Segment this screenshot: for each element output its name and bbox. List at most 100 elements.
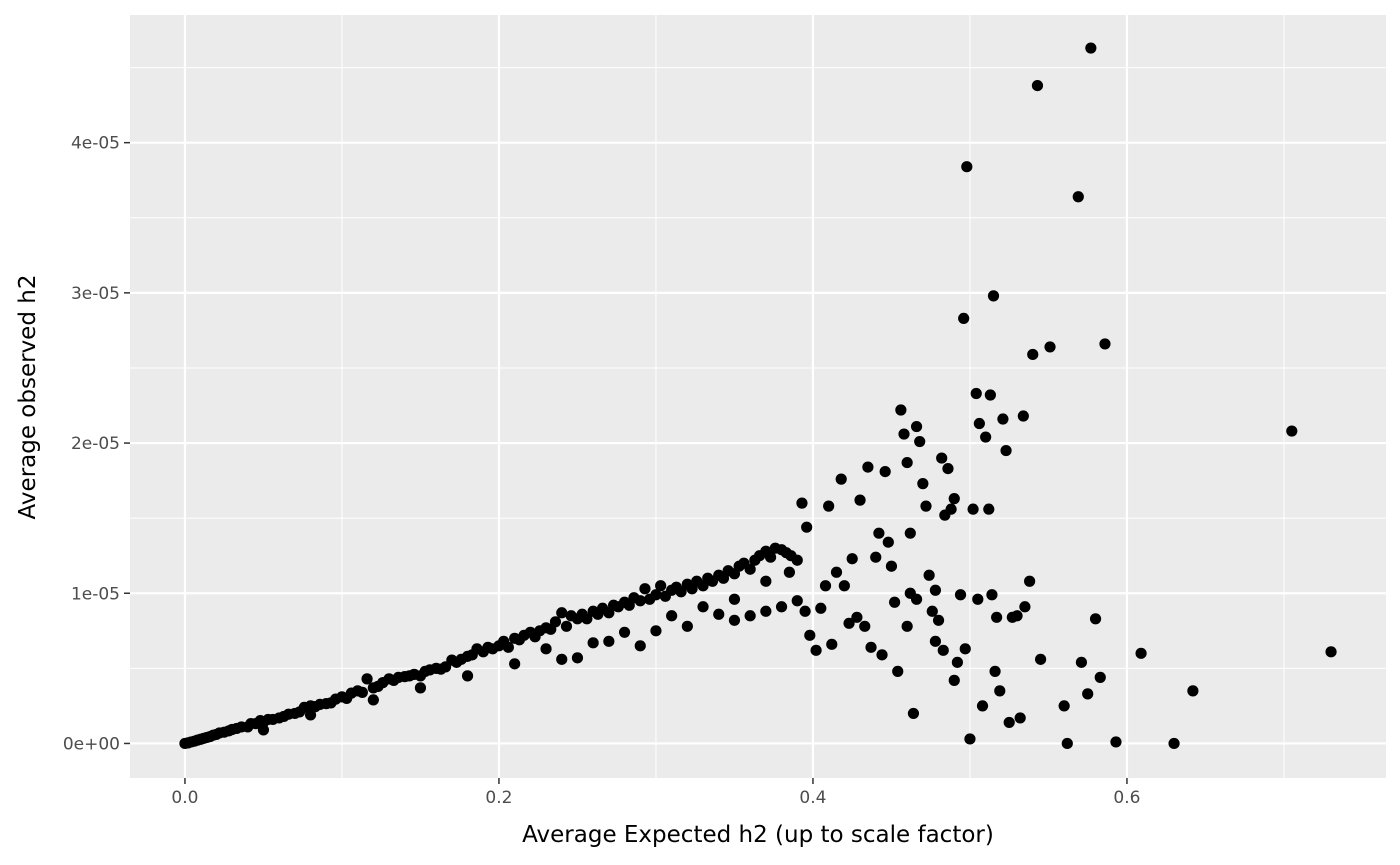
data-point bbox=[907, 707, 920, 720]
data-point bbox=[810, 644, 822, 656]
data-point bbox=[917, 478, 929, 490]
data-point bbox=[1135, 647, 1147, 659]
data-point bbox=[560, 620, 573, 632]
data-point bbox=[830, 566, 843, 578]
data-point bbox=[945, 503, 957, 515]
data-point bbox=[1000, 444, 1012, 457]
data-point bbox=[650, 625, 662, 637]
data-point bbox=[1024, 575, 1036, 587]
data-point bbox=[954, 589, 967, 601]
data-point bbox=[972, 593, 984, 605]
data-point bbox=[901, 456, 913, 469]
data-point bbox=[926, 605, 938, 617]
data-point bbox=[920, 500, 932, 512]
data-point bbox=[823, 500, 835, 512]
data-point bbox=[958, 312, 970, 324]
data-point bbox=[804, 629, 816, 641]
data-point bbox=[986, 589, 998, 601]
data-point bbox=[904, 587, 916, 599]
data-point bbox=[618, 626, 631, 638]
y-tick-label: 1e-05 bbox=[71, 584, 120, 604]
data-point bbox=[1072, 191, 1084, 203]
data-point bbox=[775, 601, 788, 613]
data-point bbox=[304, 709, 317, 721]
data-point bbox=[997, 413, 1009, 425]
data-point bbox=[1003, 716, 1015, 729]
data-point bbox=[713, 608, 725, 620]
data-point bbox=[873, 527, 885, 539]
data-point bbox=[865, 641, 877, 653]
data-point bbox=[571, 652, 584, 664]
data-point bbox=[361, 673, 373, 685]
y-tick-label: 2e-05 bbox=[71, 434, 120, 454]
x-tick-label: 0.0 bbox=[171, 788, 198, 808]
y-axis-title: Average observed h2 bbox=[15, 275, 41, 520]
y-axis-ticks: 0e+00 1e-05 2e-05 3e-05 4e-05 bbox=[63, 134, 130, 754]
data-point bbox=[581, 613, 593, 625]
data-point bbox=[1075, 656, 1088, 668]
data-point bbox=[846, 553, 858, 565]
data-point bbox=[923, 569, 935, 581]
data-point bbox=[675, 586, 687, 598]
data-point bbox=[914, 435, 926, 448]
data-point bbox=[876, 649, 888, 661]
data-point bbox=[862, 461, 874, 473]
data-point bbox=[984, 389, 996, 401]
data-point bbox=[728, 593, 741, 605]
data-point bbox=[540, 643, 552, 655]
data-point bbox=[1168, 737, 1180, 750]
data-point bbox=[973, 417, 985, 430]
data-point bbox=[801, 521, 813, 533]
data-point bbox=[976, 700, 989, 712]
data-point bbox=[835, 473, 847, 485]
y-tick-label: 0e+00 bbox=[63, 734, 120, 754]
data-point bbox=[843, 617, 855, 629]
data-point bbox=[885, 560, 898, 572]
data-point bbox=[994, 685, 1006, 697]
data-point bbox=[799, 605, 811, 617]
data-point bbox=[948, 674, 960, 686]
data-point bbox=[367, 694, 379, 706]
data-point bbox=[791, 595, 803, 607]
data-point bbox=[815, 602, 827, 614]
data-point bbox=[639, 583, 651, 595]
data-point bbox=[892, 665, 904, 677]
data-point bbox=[1085, 42, 1097, 54]
data-point bbox=[826, 638, 838, 650]
x-tick-label: 0.2 bbox=[485, 788, 512, 808]
data-point bbox=[257, 724, 270, 736]
data-point bbox=[1325, 646, 1337, 658]
data-point bbox=[1099, 338, 1111, 350]
data-point bbox=[509, 658, 521, 670]
data-point bbox=[851, 611, 863, 623]
data-point bbox=[870, 551, 882, 563]
data-point bbox=[942, 462, 954, 475]
data-point bbox=[587, 637, 599, 649]
data-point bbox=[819, 580, 832, 592]
data-point bbox=[929, 584, 942, 596]
data-point bbox=[970, 387, 982, 400]
x-axis-title: Average Expected h2 (up to scale factor) bbox=[522, 822, 994, 848]
data-point bbox=[859, 620, 871, 632]
data-point bbox=[898, 428, 910, 440]
data-point bbox=[1058, 700, 1070, 712]
data-point bbox=[1187, 685, 1199, 697]
data-point bbox=[634, 640, 646, 652]
data-point bbox=[502, 641, 514, 653]
x-tick-label: 0.6 bbox=[1113, 788, 1140, 808]
data-point bbox=[964, 733, 976, 745]
data-point bbox=[838, 580, 850, 592]
data-point bbox=[989, 665, 1001, 677]
data-point bbox=[1019, 601, 1031, 613]
data-point bbox=[929, 635, 942, 647]
x-tick-label: 0.4 bbox=[799, 788, 826, 808]
data-point bbox=[888, 596, 901, 608]
data-point bbox=[549, 616, 562, 628]
data-point bbox=[1094, 671, 1106, 683]
data-point bbox=[603, 635, 615, 647]
data-point bbox=[760, 575, 772, 587]
data-point bbox=[932, 614, 945, 626]
data-point bbox=[783, 566, 796, 578]
data-point bbox=[1044, 341, 1056, 353]
